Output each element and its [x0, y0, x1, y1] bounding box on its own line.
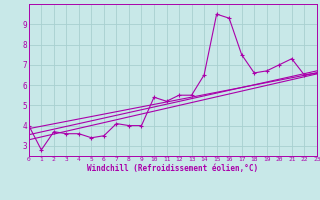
X-axis label: Windchill (Refroidissement éolien,°C): Windchill (Refroidissement éolien,°C)	[87, 164, 258, 173]
